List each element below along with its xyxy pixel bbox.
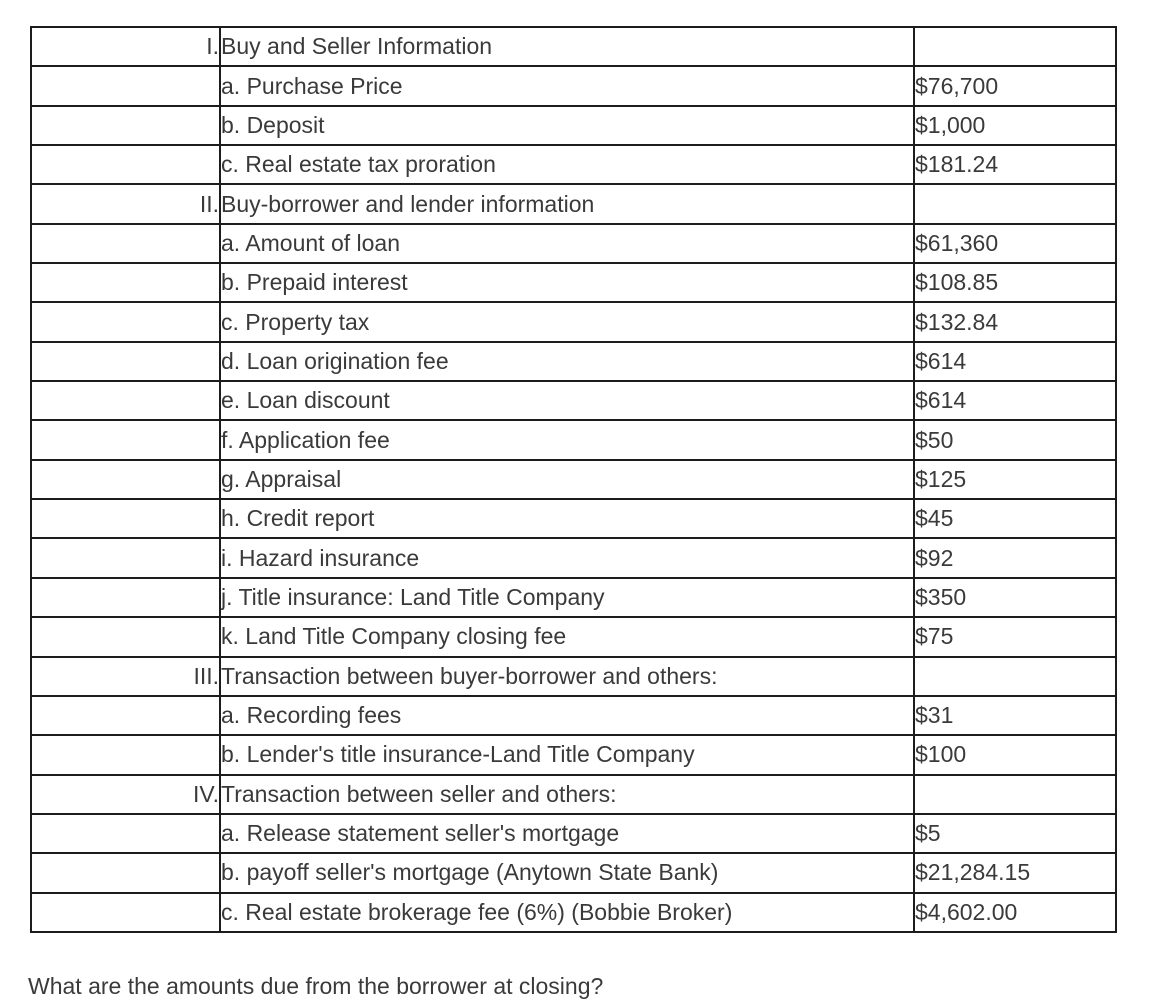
row-section-numeral <box>30 262 221 304</box>
row-amount: $614 <box>913 340 1117 383</box>
table-row: j. Title insurance: Land Title Company $… <box>30 576 1117 619</box>
table-row: II. Buy-borrower and lender information <box>30 183 1117 225</box>
row-description: a. Amount of loan <box>219 222 915 265</box>
row-amount <box>913 25 1117 68</box>
row-section-numeral <box>30 812 221 855</box>
row-description: f. Application fee <box>219 419 915 461</box>
table-row: a. Recording fees $31 <box>30 694 1117 737</box>
table-row: i. Hazard insurance $92 <box>30 537 1117 579</box>
closing-costs-table: I. Buy and Seller Information a. Purchas… <box>30 25 1117 934</box>
row-amount: $4,602.00 <box>913 891 1117 934</box>
row-section-numeral <box>30 852 221 894</box>
table-row: d. Loan origination fee $614 <box>30 340 1117 383</box>
row-amount <box>913 655 1117 697</box>
row-section-numeral <box>30 891 221 934</box>
row-amount: $21,284.15 <box>913 852 1117 894</box>
row-description: g. Appraisal <box>219 458 915 501</box>
row-amount: $5 <box>913 812 1117 855</box>
row-description: Buy-borrower and lender information <box>219 183 915 225</box>
row-section-numeral <box>30 576 221 619</box>
row-section-numeral <box>30 301 221 343</box>
closing-costs-table-body: I. Buy and Seller Information a. Purchas… <box>30 25 1117 934</box>
table-row: a. Amount of loan $61,360 <box>30 222 1117 265</box>
row-amount: $76,700 <box>913 65 1117 107</box>
row-description: a. Release statement seller's mortgage <box>219 812 915 855</box>
row-section-numeral <box>30 380 221 422</box>
table-row: I. Buy and Seller Information <box>30 25 1117 68</box>
table-row: III. Transaction between buyer-borrower … <box>30 655 1117 697</box>
row-description: Buy and Seller Information <box>219 25 915 68</box>
table-row: IV. Transaction between seller and other… <box>30 773 1117 815</box>
row-amount: $92 <box>913 537 1117 579</box>
row-amount: $50 <box>913 419 1117 461</box>
row-description: b. Deposit <box>219 104 915 147</box>
table-row: b. Lender's title insurance-Land Title C… <box>30 734 1117 776</box>
row-description: k. Land Title Company closing fee <box>219 616 915 658</box>
row-description: e. Loan discount <box>219 380 915 422</box>
row-section-numeral <box>30 65 221 107</box>
row-section-numeral <box>30 694 221 737</box>
row-amount: $61,360 <box>913 222 1117 265</box>
row-description: c. Real estate brokerage fee (6%) (Bobbi… <box>219 891 915 934</box>
row-section-numeral: II. <box>30 183 221 225</box>
row-description: b. Lender's title insurance-Land Title C… <box>219 734 915 776</box>
table-row: b. Prepaid interest $108.85 <box>30 262 1117 304</box>
row-section-numeral: IV. <box>30 773 221 815</box>
row-amount: $108.85 <box>913 262 1117 304</box>
row-description: d. Loan origination fee <box>219 340 915 383</box>
row-amount: $125 <box>913 458 1117 501</box>
row-section-numeral <box>30 144 221 186</box>
row-description: Transaction between buyer-borrower and o… <box>219 655 915 697</box>
row-section-numeral <box>30 104 221 147</box>
row-section-numeral: I. <box>30 25 221 68</box>
row-section-numeral <box>30 734 221 776</box>
table-row: f. Application fee $50 <box>30 419 1117 461</box>
table-row: c. Real estate tax proration $181.24 <box>30 144 1117 186</box>
row-description: c. Property tax <box>219 301 915 343</box>
row-description: c. Real estate tax proration <box>219 144 915 186</box>
row-amount: $132.84 <box>913 301 1117 343</box>
row-amount: $45 <box>913 498 1117 540</box>
row-section-numeral <box>30 537 221 579</box>
row-amount: $75 <box>913 616 1117 658</box>
table-row: e. Loan discount $614 <box>30 380 1117 422</box>
row-section-numeral <box>30 458 221 501</box>
row-description: b. Prepaid interest <box>219 262 915 304</box>
table-row: c. Property tax $132.84 <box>30 301 1117 343</box>
table-row: a. Purchase Price $76,700 <box>30 65 1117 107</box>
row-section-numeral <box>30 616 221 658</box>
row-section-numeral <box>30 340 221 383</box>
row-amount: $350 <box>913 576 1117 619</box>
row-amount: $31 <box>913 694 1117 737</box>
row-section-numeral: III. <box>30 655 221 697</box>
row-section-numeral <box>30 222 221 265</box>
row-amount: $100 <box>913 734 1117 776</box>
table-row: k. Land Title Company closing fee $75 <box>30 616 1117 658</box>
table-row: a. Release statement seller's mortgage $… <box>30 812 1117 855</box>
row-amount: $1,000 <box>913 104 1117 147</box>
row-amount <box>913 773 1117 815</box>
table-row: b. payoff seller's mortgage (Anytown Sta… <box>30 852 1117 894</box>
row-description: j. Title insurance: Land Title Company <box>219 576 915 619</box>
row-description: h. Credit report <box>219 498 915 540</box>
question-text: What are the amounts due from the borrow… <box>28 973 604 999</box>
row-description: i. Hazard insurance <box>219 537 915 579</box>
row-amount: $181.24 <box>913 144 1117 186</box>
table-row: h. Credit report $45 <box>30 498 1117 540</box>
row-description: a. Purchase Price <box>219 65 915 107</box>
row-section-numeral <box>30 498 221 540</box>
table-row: b. Deposit $1,000 <box>30 104 1117 147</box>
table-row: c. Real estate brokerage fee (6%) (Bobbi… <box>30 891 1117 934</box>
row-description: a. Recording fees <box>219 694 915 737</box>
row-description: b. payoff seller's mortgage (Anytown Sta… <box>219 852 915 894</box>
row-description: Transaction between seller and others: <box>219 773 915 815</box>
row-amount <box>913 183 1117 225</box>
row-section-numeral <box>30 419 221 461</box>
row-amount: $614 <box>913 380 1117 422</box>
table-row: g. Appraisal $125 <box>30 458 1117 501</box>
